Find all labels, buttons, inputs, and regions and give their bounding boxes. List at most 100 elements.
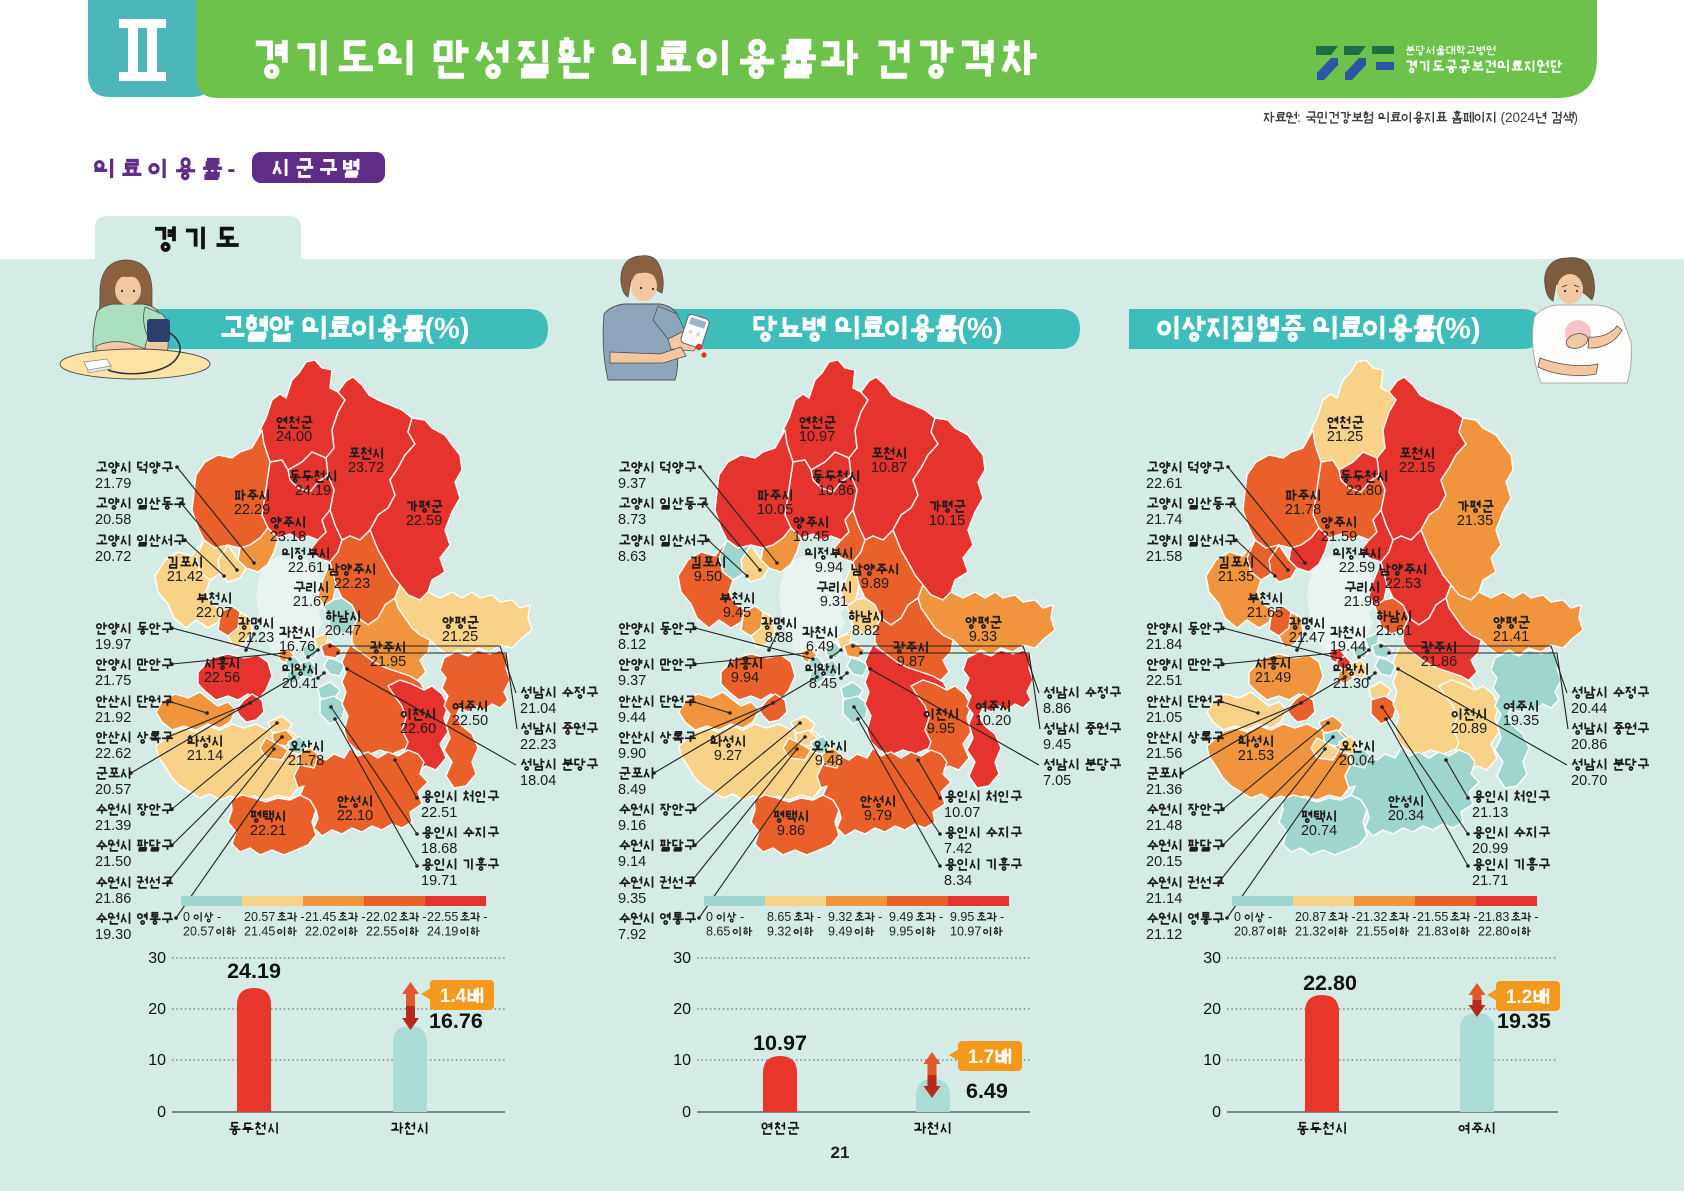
- svg-text:21.41: 21.41: [1493, 629, 1529, 645]
- svg-text:-: -: [217, 910, 221, 924]
- svg-text:20.57: 20.57: [244, 910, 275, 924]
- svg-text:22.61: 22.61: [1146, 476, 1182, 492]
- svg-text:19.30: 19.30: [95, 927, 131, 943]
- svg-text:-: -: [1534, 910, 1538, 924]
- svg-text:21.36: 21.36: [1146, 782, 1182, 798]
- svg-text:21.98: 21.98: [1344, 594, 1380, 610]
- svg-text:21.84: 21.84: [1146, 637, 1182, 653]
- svg-text:21.32: 21.32: [1356, 910, 1387, 924]
- svg-text:20.74: 20.74: [1301, 823, 1337, 839]
- svg-text:-: -: [300, 910, 304, 924]
- svg-text:-: -: [1473, 910, 1477, 924]
- svg-text:20.44: 20.44: [1571, 701, 1607, 717]
- svg-text:21.83: 21.83: [1478, 910, 1509, 924]
- svg-text:8.88: 8.88: [765, 630, 793, 646]
- svg-text:8.12: 8.12: [618, 637, 646, 653]
- svg-text:22.59: 22.59: [1339, 560, 1375, 576]
- svg-text:9.45: 9.45: [723, 605, 751, 621]
- svg-text:21.35: 21.35: [1218, 569, 1254, 585]
- svg-text:21.92: 21.92: [95, 710, 131, 726]
- svg-text:8.73: 8.73: [618, 512, 646, 528]
- svg-text:9.95: 9.95: [927, 721, 955, 737]
- svg-text:24.19: 24.19: [227, 959, 281, 983]
- svg-text:20.72: 20.72: [95, 549, 131, 565]
- svg-text:9.31: 9.31: [820, 594, 848, 610]
- svg-text:24.19: 24.19: [295, 483, 331, 499]
- svg-text:8.65: 8.65: [706, 925, 730, 939]
- svg-text:21.45: 21.45: [244, 925, 275, 939]
- svg-text:9.89: 9.89: [861, 576, 889, 592]
- svg-text:21: 21: [831, 1143, 850, 1162]
- svg-text:21.75: 21.75: [95, 673, 131, 689]
- svg-text:-: -: [939, 910, 943, 924]
- svg-text:21.67: 21.67: [293, 594, 329, 610]
- svg-text:21.35: 21.35: [1457, 513, 1493, 529]
- svg-text:21.58: 21.58: [1146, 549, 1182, 565]
- svg-text:21.50: 21.50: [95, 854, 131, 870]
- svg-text:21.55: 21.55: [1417, 910, 1448, 924]
- svg-text:-: -: [422, 910, 426, 924]
- svg-text:1.2: 1.2: [1506, 987, 1532, 1008]
- svg-text:9.37: 9.37: [618, 673, 646, 689]
- svg-text:9.95: 9.95: [950, 910, 974, 924]
- svg-text:21.78: 21.78: [1285, 502, 1321, 518]
- svg-text:9.48: 9.48: [815, 753, 843, 769]
- svg-text:1.7: 1.7: [968, 1047, 994, 1068]
- svg-text:8.45: 8.45: [809, 676, 837, 692]
- svg-text:21.25: 21.25: [442, 629, 478, 645]
- svg-text:22.51: 22.51: [421, 805, 457, 821]
- svg-text:-: -: [817, 910, 821, 924]
- svg-text:20.87: 20.87: [1234, 925, 1265, 939]
- svg-text:9.45: 9.45: [1043, 737, 1071, 753]
- svg-text:21.04: 21.04: [520, 701, 556, 717]
- svg-text:20.99: 20.99: [1472, 841, 1508, 857]
- svg-text:22.55: 22.55: [427, 910, 458, 924]
- svg-text:21.86: 21.86: [1421, 654, 1457, 670]
- svg-text:0: 0: [1212, 1104, 1221, 1121]
- svg-text:20.57: 20.57: [183, 925, 214, 939]
- svg-text:20.58: 20.58: [95, 512, 131, 528]
- svg-text:21.45: 21.45: [305, 910, 336, 924]
- svg-text:8.65: 8.65: [767, 910, 791, 924]
- svg-text:20: 20: [673, 1001, 691, 1018]
- svg-text:22.60: 22.60: [400, 721, 436, 737]
- svg-text:20.89: 20.89: [1451, 721, 1487, 737]
- svg-text:(2024: (2024: [1501, 110, 1536, 125]
- svg-text:1.4: 1.4: [440, 986, 467, 1007]
- svg-text:21.65: 21.65: [1247, 605, 1283, 621]
- svg-text:21.86: 21.86: [95, 891, 131, 907]
- svg-text:-: -: [1268, 910, 1272, 924]
- svg-text:19.35: 19.35: [1497, 1009, 1551, 1033]
- svg-text:22.15: 22.15: [1399, 460, 1435, 476]
- svg-text:21.13: 21.13: [1472, 805, 1508, 821]
- svg-text:20: 20: [148, 1001, 166, 1018]
- svg-text:9.33: 9.33: [969, 629, 997, 645]
- svg-text:16.76: 16.76: [429, 1009, 483, 1033]
- svg-text:20.41: 20.41: [282, 676, 318, 692]
- svg-text:10.86: 10.86: [818, 483, 854, 499]
- svg-text:9.90: 9.90: [618, 746, 646, 762]
- svg-text:9.35: 9.35: [618, 891, 646, 907]
- svg-text:20.04: 20.04: [1339, 753, 1375, 769]
- svg-text:-: -: [483, 910, 487, 924]
- svg-text:-: -: [1412, 910, 1416, 924]
- svg-text:22.50: 22.50: [452, 713, 488, 729]
- svg-text:19.71: 19.71: [421, 873, 457, 889]
- svg-text:21.47: 21.47: [1289, 630, 1325, 646]
- svg-text:22.59: 22.59: [406, 513, 442, 529]
- svg-text:0: 0: [183, 910, 190, 924]
- svg-text:9.86: 9.86: [777, 823, 805, 839]
- svg-text:0: 0: [157, 1104, 166, 1121]
- svg-text:23.72: 23.72: [348, 460, 384, 476]
- svg-text:22.56: 22.56: [204, 670, 240, 686]
- svg-text:21.79: 21.79: [95, 476, 131, 492]
- svg-text:21.71: 21.71: [1472, 873, 1508, 889]
- svg-text:9.37: 9.37: [618, 476, 646, 492]
- svg-text::: :: [1297, 110, 1301, 125]
- svg-text:21.30: 21.30: [1333, 676, 1369, 692]
- svg-text:22.29: 22.29: [234, 502, 270, 518]
- svg-text:23.18: 23.18: [270, 529, 306, 545]
- svg-text:20: 20: [1203, 1001, 1221, 1018]
- svg-text:22.02: 22.02: [366, 910, 397, 924]
- svg-text:-: -: [1000, 910, 1004, 924]
